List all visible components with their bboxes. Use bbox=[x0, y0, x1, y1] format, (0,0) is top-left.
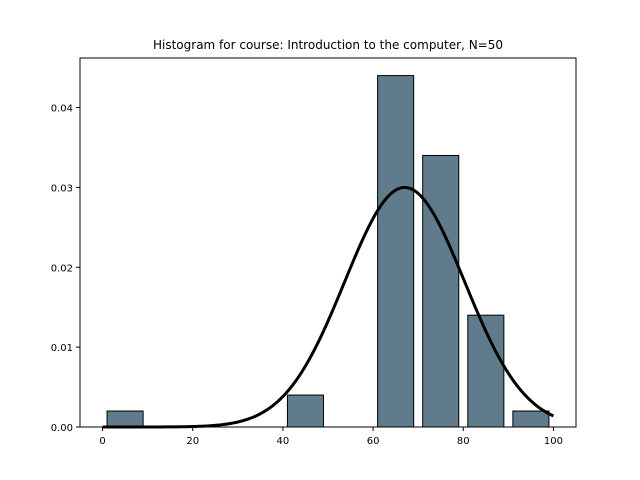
histogram-bar-7 bbox=[422, 154, 460, 428]
y-tick-label: 0.00 bbox=[51, 423, 73, 434]
x-tick-label: 0 bbox=[99, 436, 105, 447]
histogram-bar-4 bbox=[286, 394, 324, 428]
x-tick-label: 80 bbox=[457, 436, 470, 447]
y-tick-label: 0.04 bbox=[51, 104, 73, 115]
plot-frame bbox=[79, 57, 577, 428]
x-tick-label: 100 bbox=[544, 436, 563, 447]
histogram-bar-0 bbox=[106, 410, 144, 428]
bars-layer bbox=[106, 75, 550, 428]
chart-title: Histogram for course: Introduction to th… bbox=[153, 38, 503, 52]
histogram-bar-6 bbox=[377, 75, 415, 428]
y-tick-label: 0.03 bbox=[51, 183, 73, 194]
ticks-layer: 0 20 40 60 80 100 0.00 0.01 0.02 0.03 0.04 bbox=[51, 104, 563, 447]
y-tick-label: 0.02 bbox=[51, 263, 73, 274]
x-tick-label: 40 bbox=[277, 436, 290, 447]
y-tick-label: 0.01 bbox=[51, 343, 73, 354]
axes-layer bbox=[79, 57, 577, 428]
x-tick-label: 60 bbox=[367, 436, 380, 447]
x-tick-label: 20 bbox=[186, 436, 199, 447]
histogram-bar-9 bbox=[512, 410, 550, 428]
